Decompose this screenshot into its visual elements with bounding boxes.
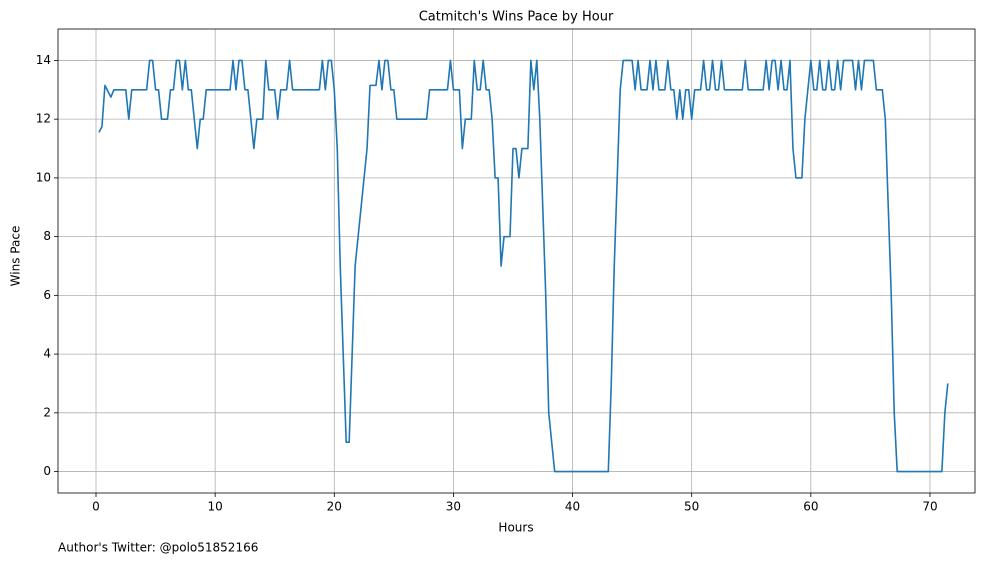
x-tick-label: 60 <box>803 500 818 514</box>
y-tick-label: 12 <box>36 112 51 126</box>
data-line <box>98 59 949 473</box>
y-axis-label: Wins Pace <box>9 226 23 287</box>
x-tick-label: 70 <box>922 500 937 514</box>
chart-title: Catmitch's Wins Pace by Hour <box>419 10 614 25</box>
x-tick-label: 20 <box>327 500 342 514</box>
y-tick-label: 6 <box>43 288 51 302</box>
footer-note: Author's Twitter: @polo51852166 <box>58 541 258 555</box>
y-tick-label: 14 <box>36 53 51 67</box>
x-tick-label: 30 <box>446 500 461 514</box>
y-tick-label: 0 <box>43 464 51 478</box>
y-tick-label: 4 <box>43 347 51 361</box>
x-tick-label: 40 <box>565 500 580 514</box>
x-axis-label: Hours <box>498 521 533 535</box>
x-tick-label: 0 <box>92 500 100 514</box>
y-tick-label: 2 <box>43 405 51 419</box>
y-tick-label: 10 <box>36 170 51 184</box>
x-tick-label: 50 <box>684 500 699 514</box>
y-tick-label: 8 <box>43 229 51 243</box>
x-tick-label: 10 <box>208 500 223 514</box>
plot-frame <box>57 28 976 494</box>
